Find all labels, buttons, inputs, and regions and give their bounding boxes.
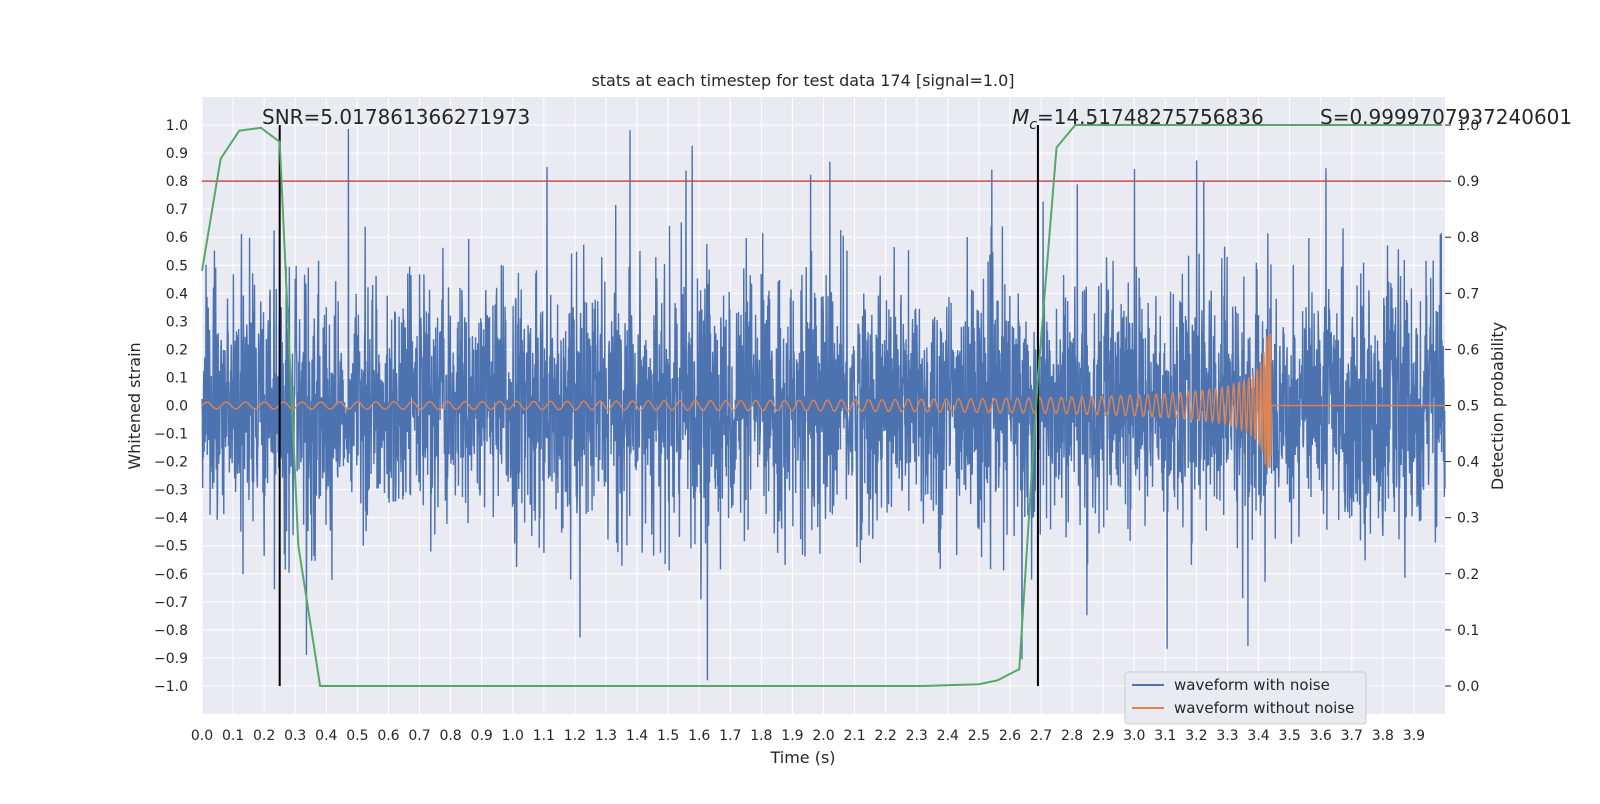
x-tick-label: 2.9 <box>1092 728 1114 744</box>
x-tick-label: 2.7 <box>1030 728 1052 744</box>
x-tick-label: 0.8 <box>439 728 461 744</box>
x-tick-label: 0.5 <box>346 728 368 744</box>
x-tick-label: 3.4 <box>1247 728 1269 744</box>
y2-axis-ticks: 1.0 0.9 0.8 0.7 0.6 0.5 0.4 0.3 0.2 0.1 0.0 <box>1445 118 1479 695</box>
x-tick-label: 1.0 <box>502 728 524 744</box>
x-tick-label: 2.2 <box>875 728 897 744</box>
x-tick-label: 0.9 <box>471 728 493 744</box>
y-axis-ticks: 1.0 0.9 0.8 0.7 0.6 0.5 0.4 0.3 0.2 0.1 0.0 −0.1 −0.… <box>154 118 188 695</box>
snr-annotation: SNR=5.017861366271973 <box>262 105 530 129</box>
plot-area <box>201 124 1446 687</box>
y2-tick-label: 0.6 <box>1457 342 1479 358</box>
x-tick-label: 0.7 <box>408 728 430 744</box>
mc-subscript: c <box>1029 117 1037 133</box>
x-tick-label: 2.8 <box>1061 728 1083 744</box>
y-tick-label: 0.6 <box>166 230 188 246</box>
s-annotation: S=0.9999707937240601 <box>1320 105 1572 129</box>
chart-title: stats at each timestep for test data 174… <box>591 71 1014 90</box>
y-tick-label: −0.2 <box>154 455 188 471</box>
y-tick-label: −0.5 <box>154 539 188 555</box>
y2-tick-label: 0.2 <box>1457 567 1479 583</box>
legend: waveform with noise waveform without noi… <box>1124 671 1367 725</box>
mc-value: =14.51748275756836 <box>1037 105 1264 129</box>
x-tick-label: 3.7 <box>1341 728 1363 744</box>
y-tick-label: 0.1 <box>166 370 188 386</box>
y-tick-label: 0.2 <box>166 342 188 358</box>
x-tick-label: 0.4 <box>315 728 337 744</box>
y2-tick-label: 0.4 <box>1457 455 1479 471</box>
y-tick-label: −1.0 <box>154 679 188 695</box>
y-tick-label: 0.8 <box>166 174 188 190</box>
y-tick-label: −0.3 <box>154 483 188 499</box>
y-axis-label: Whitened strain <box>125 342 144 469</box>
y-tick-label: 0.7 <box>166 202 188 218</box>
x-tick-label: 3.5 <box>1278 728 1300 744</box>
x-tick-label: 1.7 <box>719 728 741 744</box>
y2-tick-label: 0.8 <box>1457 230 1479 246</box>
x-tick-label: 1.5 <box>657 728 679 744</box>
x-tick-label: 3.2 <box>1185 728 1207 744</box>
x-tick-label: 0.0 <box>191 728 213 744</box>
mc-symbol: M <box>1012 105 1029 129</box>
x-axis-label: Time (s) <box>769 748 835 767</box>
y-tick-label: −0.7 <box>154 595 188 611</box>
x-tick-label: 1.4 <box>626 728 648 744</box>
mc-annotation: Mc=14.51748275756836 <box>1012 105 1264 133</box>
y-tick-label: −0.6 <box>154 567 188 583</box>
x-tick-label: 2.0 <box>812 728 834 744</box>
y-tick-label: 0.9 <box>166 146 188 162</box>
y2-tick-label: 0.7 <box>1457 286 1479 302</box>
x-tick-label: 1.1 <box>533 728 555 744</box>
y-tick-label: −0.8 <box>154 623 188 639</box>
x-tick-label: 3.6 <box>1310 728 1332 744</box>
x-tick-label: 3.3 <box>1216 728 1238 744</box>
vertical-markers <box>278 125 1039 686</box>
x-tick-label: 0.6 <box>377 728 399 744</box>
legend-label-noise: waveform with noise <box>1174 676 1330 694</box>
x-tick-label: 3.8 <box>1372 728 1394 744</box>
x-tick-label: 1.6 <box>688 728 710 744</box>
x-axis-ticks: 0.0 0.1 0.2 0.3 0.4 0.5 0.6 0.7 0.8 0.9 1.0 1.1 1.2 1… <box>191 728 1425 744</box>
x-tick-label: 1.9 <box>781 728 803 744</box>
y-tick-label: 0.0 <box>166 399 188 415</box>
y-tick-label: 0.4 <box>166 286 188 302</box>
y-tick-label: 1.0 <box>166 118 188 134</box>
y-tick-label: −0.1 <box>154 427 188 443</box>
series-waveform-with-noise <box>201 128 1446 681</box>
x-tick-label: 2.3 <box>906 728 928 744</box>
x-tick-label: 2.1 <box>843 728 865 744</box>
legend-box <box>1124 671 1367 725</box>
y2-tick-label: 0.9 <box>1457 174 1479 190</box>
y-tick-label: 0.3 <box>166 314 188 330</box>
series-detection-probability <box>201 124 1442 687</box>
y-tick-label: 0.5 <box>166 258 188 274</box>
y2-tick-label: 0.5 <box>1457 399 1479 415</box>
x-tick-label: 1.3 <box>595 728 617 744</box>
y2-axis-label: Detection probability <box>1488 322 1507 490</box>
x-tick-label: 0.3 <box>284 728 306 744</box>
x-tick-label: 3.9 <box>1403 728 1425 744</box>
x-tick-label: 2.4 <box>937 728 959 744</box>
x-tick-label: 1.8 <box>750 728 772 744</box>
legend-label-clean: waveform without noise <box>1174 699 1354 717</box>
series-waveform-without-noise <box>201 333 1445 468</box>
y2-tick-label: 0.0 <box>1457 679 1479 695</box>
x-tick-label: 0.2 <box>253 728 275 744</box>
y2-tick-label: 0.1 <box>1457 623 1479 639</box>
y-tick-label: −0.4 <box>154 511 188 527</box>
y2-tick-label: 1.0 <box>1457 118 1479 134</box>
x-tick-label: 3.0 <box>1123 728 1145 744</box>
x-tick-label: 1.2 <box>564 728 586 744</box>
x-tick-label: 2.6 <box>999 728 1021 744</box>
x-tick-label: 0.1 <box>222 728 244 744</box>
x-tick-label: 2.5 <box>968 728 990 744</box>
y-tick-label: −0.9 <box>154 651 188 667</box>
y2-tick-label: 0.3 <box>1457 511 1479 527</box>
x-tick-label: 3.1 <box>1154 728 1176 744</box>
